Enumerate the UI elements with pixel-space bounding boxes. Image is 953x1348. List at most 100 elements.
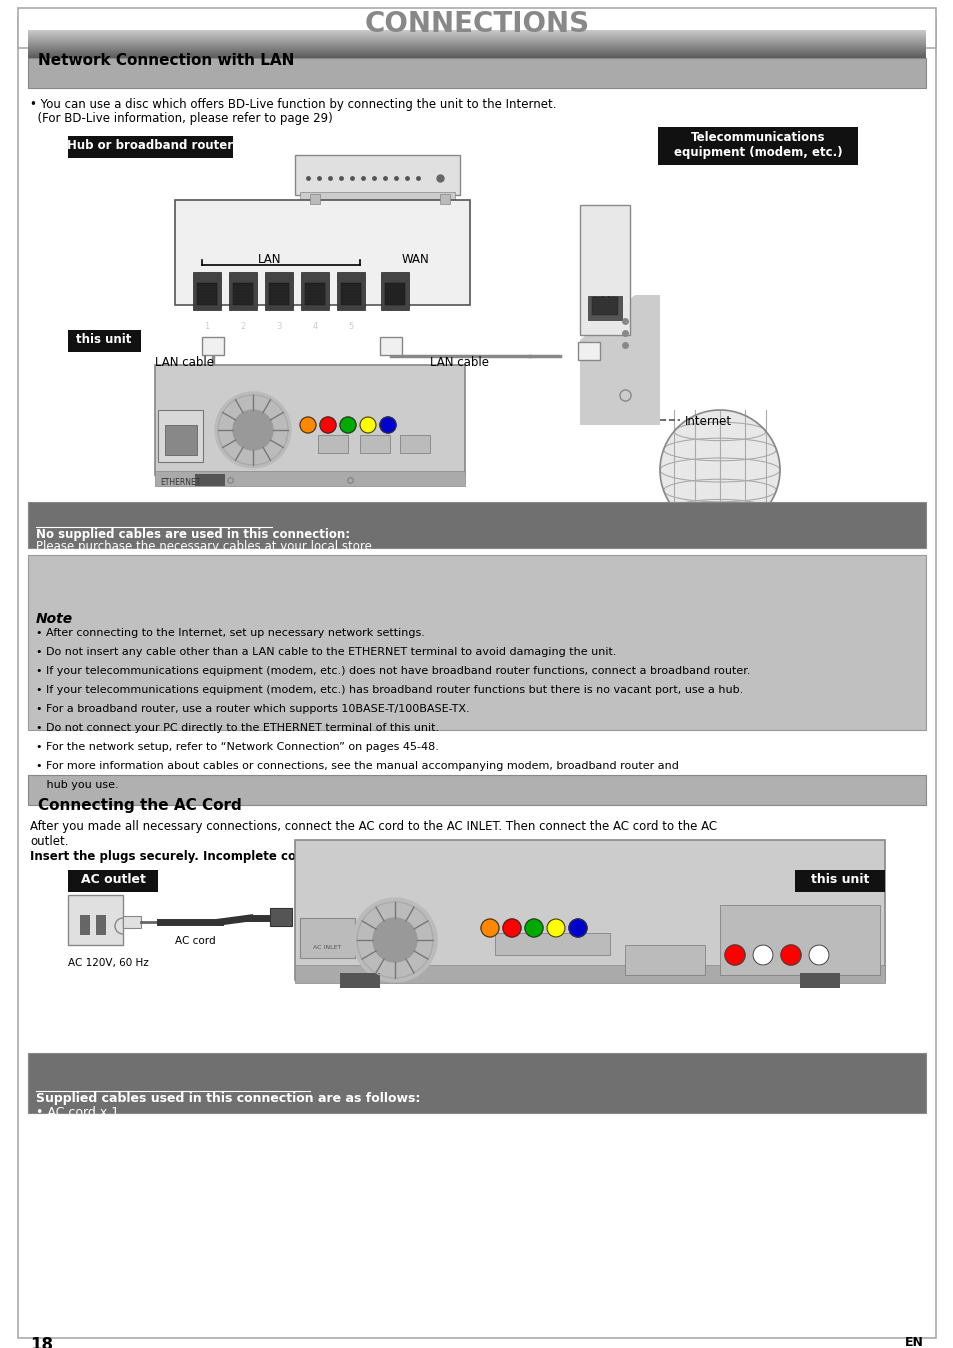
Bar [336, 272, 365, 310]
Circle shape [524, 919, 542, 937]
Bar [579, 205, 629, 336]
Bar [294, 965, 884, 983]
Bar [165, 425, 196, 456]
Text: • If your telecommunications equipment (modem, etc.) has broadband router functi: • If your telecommunications equipment (… [36, 685, 742, 696]
Bar [269, 283, 289, 305]
Text: this unit: this unit [76, 333, 132, 346]
Bar [68, 136, 233, 158]
Circle shape [299, 417, 315, 433]
Bar [123, 917, 141, 927]
Bar [158, 410, 203, 462]
Text: Please purchase the necessary cables at your local store.: Please purchase the necessary cables at … [36, 541, 375, 553]
Text: AC 120V, 60 Hz: AC 120V, 60 Hz [68, 958, 149, 968]
Bar [294, 840, 884, 980]
Bar [658, 127, 857, 164]
Bar [28, 1053, 925, 1113]
Text: 2: 2 [240, 322, 245, 332]
Text: this unit: this unit [810, 874, 868, 886]
Bar [28, 775, 925, 805]
Text: Supplied cables used in this connection are as follows:: Supplied cables used in this connection … [36, 1092, 420, 1105]
Polygon shape [294, 202, 448, 235]
Bar [28, 555, 925, 731]
Text: LAN: LAN [258, 253, 281, 266]
Bar [154, 470, 464, 487]
Circle shape [353, 898, 436, 981]
Circle shape [781, 945, 801, 965]
Bar [340, 283, 360, 305]
Circle shape [359, 417, 375, 433]
Bar [196, 283, 216, 305]
Bar [96, 915, 106, 936]
Circle shape [752, 945, 772, 965]
Bar [18, 8, 935, 49]
Text: Connecting the AC Cord: Connecting the AC Cord [38, 798, 241, 813]
Circle shape [339, 417, 355, 433]
Bar [495, 933, 609, 954]
Text: 18: 18 [30, 1336, 53, 1348]
Text: • You can use a disc which offers BD-Live function by connecting the unit to the: • You can use a disc which offers BD-Liv… [30, 98, 556, 111]
Bar [578, 342, 599, 360]
Bar [28, 501, 925, 549]
Text: 3: 3 [276, 322, 281, 332]
Bar [294, 155, 459, 195]
Bar [624, 945, 704, 975]
Bar [380, 272, 409, 310]
Text: • For the network setup, refer to “Network Connection” on pages 45-48.: • For the network setup, refer to “Netwo… [36, 741, 438, 752]
Bar [720, 905, 879, 975]
Bar [68, 330, 141, 352]
Circle shape [319, 417, 335, 433]
Text: Note: Note [36, 612, 73, 625]
Text: Telecommunications
equipment (modem, etc.): Telecommunications equipment (modem, etc… [673, 131, 841, 159]
Text: AC outlet: AC outlet [80, 874, 145, 886]
Text: hub you use.: hub you use. [36, 780, 118, 790]
Text: • AC cord x 1: • AC cord x 1 [36, 1105, 119, 1119]
Text: LAN cable: LAN cable [154, 356, 213, 369]
Bar [174, 200, 470, 305]
Circle shape [373, 918, 416, 962]
Circle shape [379, 417, 395, 433]
Bar [80, 915, 90, 936]
Bar [229, 272, 256, 310]
Polygon shape [579, 295, 659, 425]
Bar [800, 973, 840, 988]
Text: AC INLET: AC INLET [313, 945, 341, 950]
Circle shape [233, 410, 273, 450]
Bar [317, 435, 348, 453]
Bar [299, 191, 455, 200]
Text: Network Connection with LAN: Network Connection with LAN [38, 53, 294, 67]
Bar [193, 272, 221, 310]
Text: 4: 4 [312, 322, 317, 332]
Bar [339, 973, 379, 988]
Bar [301, 272, 329, 310]
Text: EN: EN [904, 1336, 923, 1348]
Text: • Do not insert any cable other than a LAN cable to the ETHERNET terminal to avo: • Do not insert any cable other than a L… [36, 647, 616, 656]
Text: (For BD-Live information, please refer to page 29): (For BD-Live information, please refer t… [30, 112, 333, 125]
Polygon shape [294, 200, 459, 231]
Bar [28, 58, 925, 88]
Circle shape [808, 945, 828, 965]
Bar [379, 337, 401, 355]
Circle shape [502, 919, 520, 937]
Text: No supplied cables are used in this connection:: No supplied cables are used in this conn… [36, 528, 350, 541]
Bar [359, 435, 390, 453]
Text: ETHERNET: ETHERNET [160, 479, 200, 487]
Text: • After connecting to the Internet, set up necessary network settings.: • After connecting to the Internet, set … [36, 628, 424, 638]
Circle shape [546, 919, 564, 937]
Text: Internet: Internet [684, 415, 731, 429]
Text: 5: 5 [348, 322, 354, 332]
Bar [399, 435, 430, 453]
Circle shape [568, 919, 586, 937]
Circle shape [214, 392, 291, 468]
Text: • Do not connect your PC directly to the ETHERNET terminal of this unit.: • Do not connect your PC directly to the… [36, 723, 438, 733]
Text: 1: 1 [204, 322, 210, 332]
Bar [154, 365, 464, 474]
Text: • For more information about cables or connections, see the manual accompanying : • For more information about cables or c… [36, 762, 679, 771]
Circle shape [659, 410, 780, 530]
Bar [305, 283, 325, 305]
Bar [310, 194, 319, 204]
Bar [202, 337, 224, 355]
Bar [587, 297, 621, 319]
Bar [299, 918, 355, 958]
Text: CONNECTIONS: CONNECTIONS [364, 9, 589, 38]
Bar [794, 869, 884, 892]
